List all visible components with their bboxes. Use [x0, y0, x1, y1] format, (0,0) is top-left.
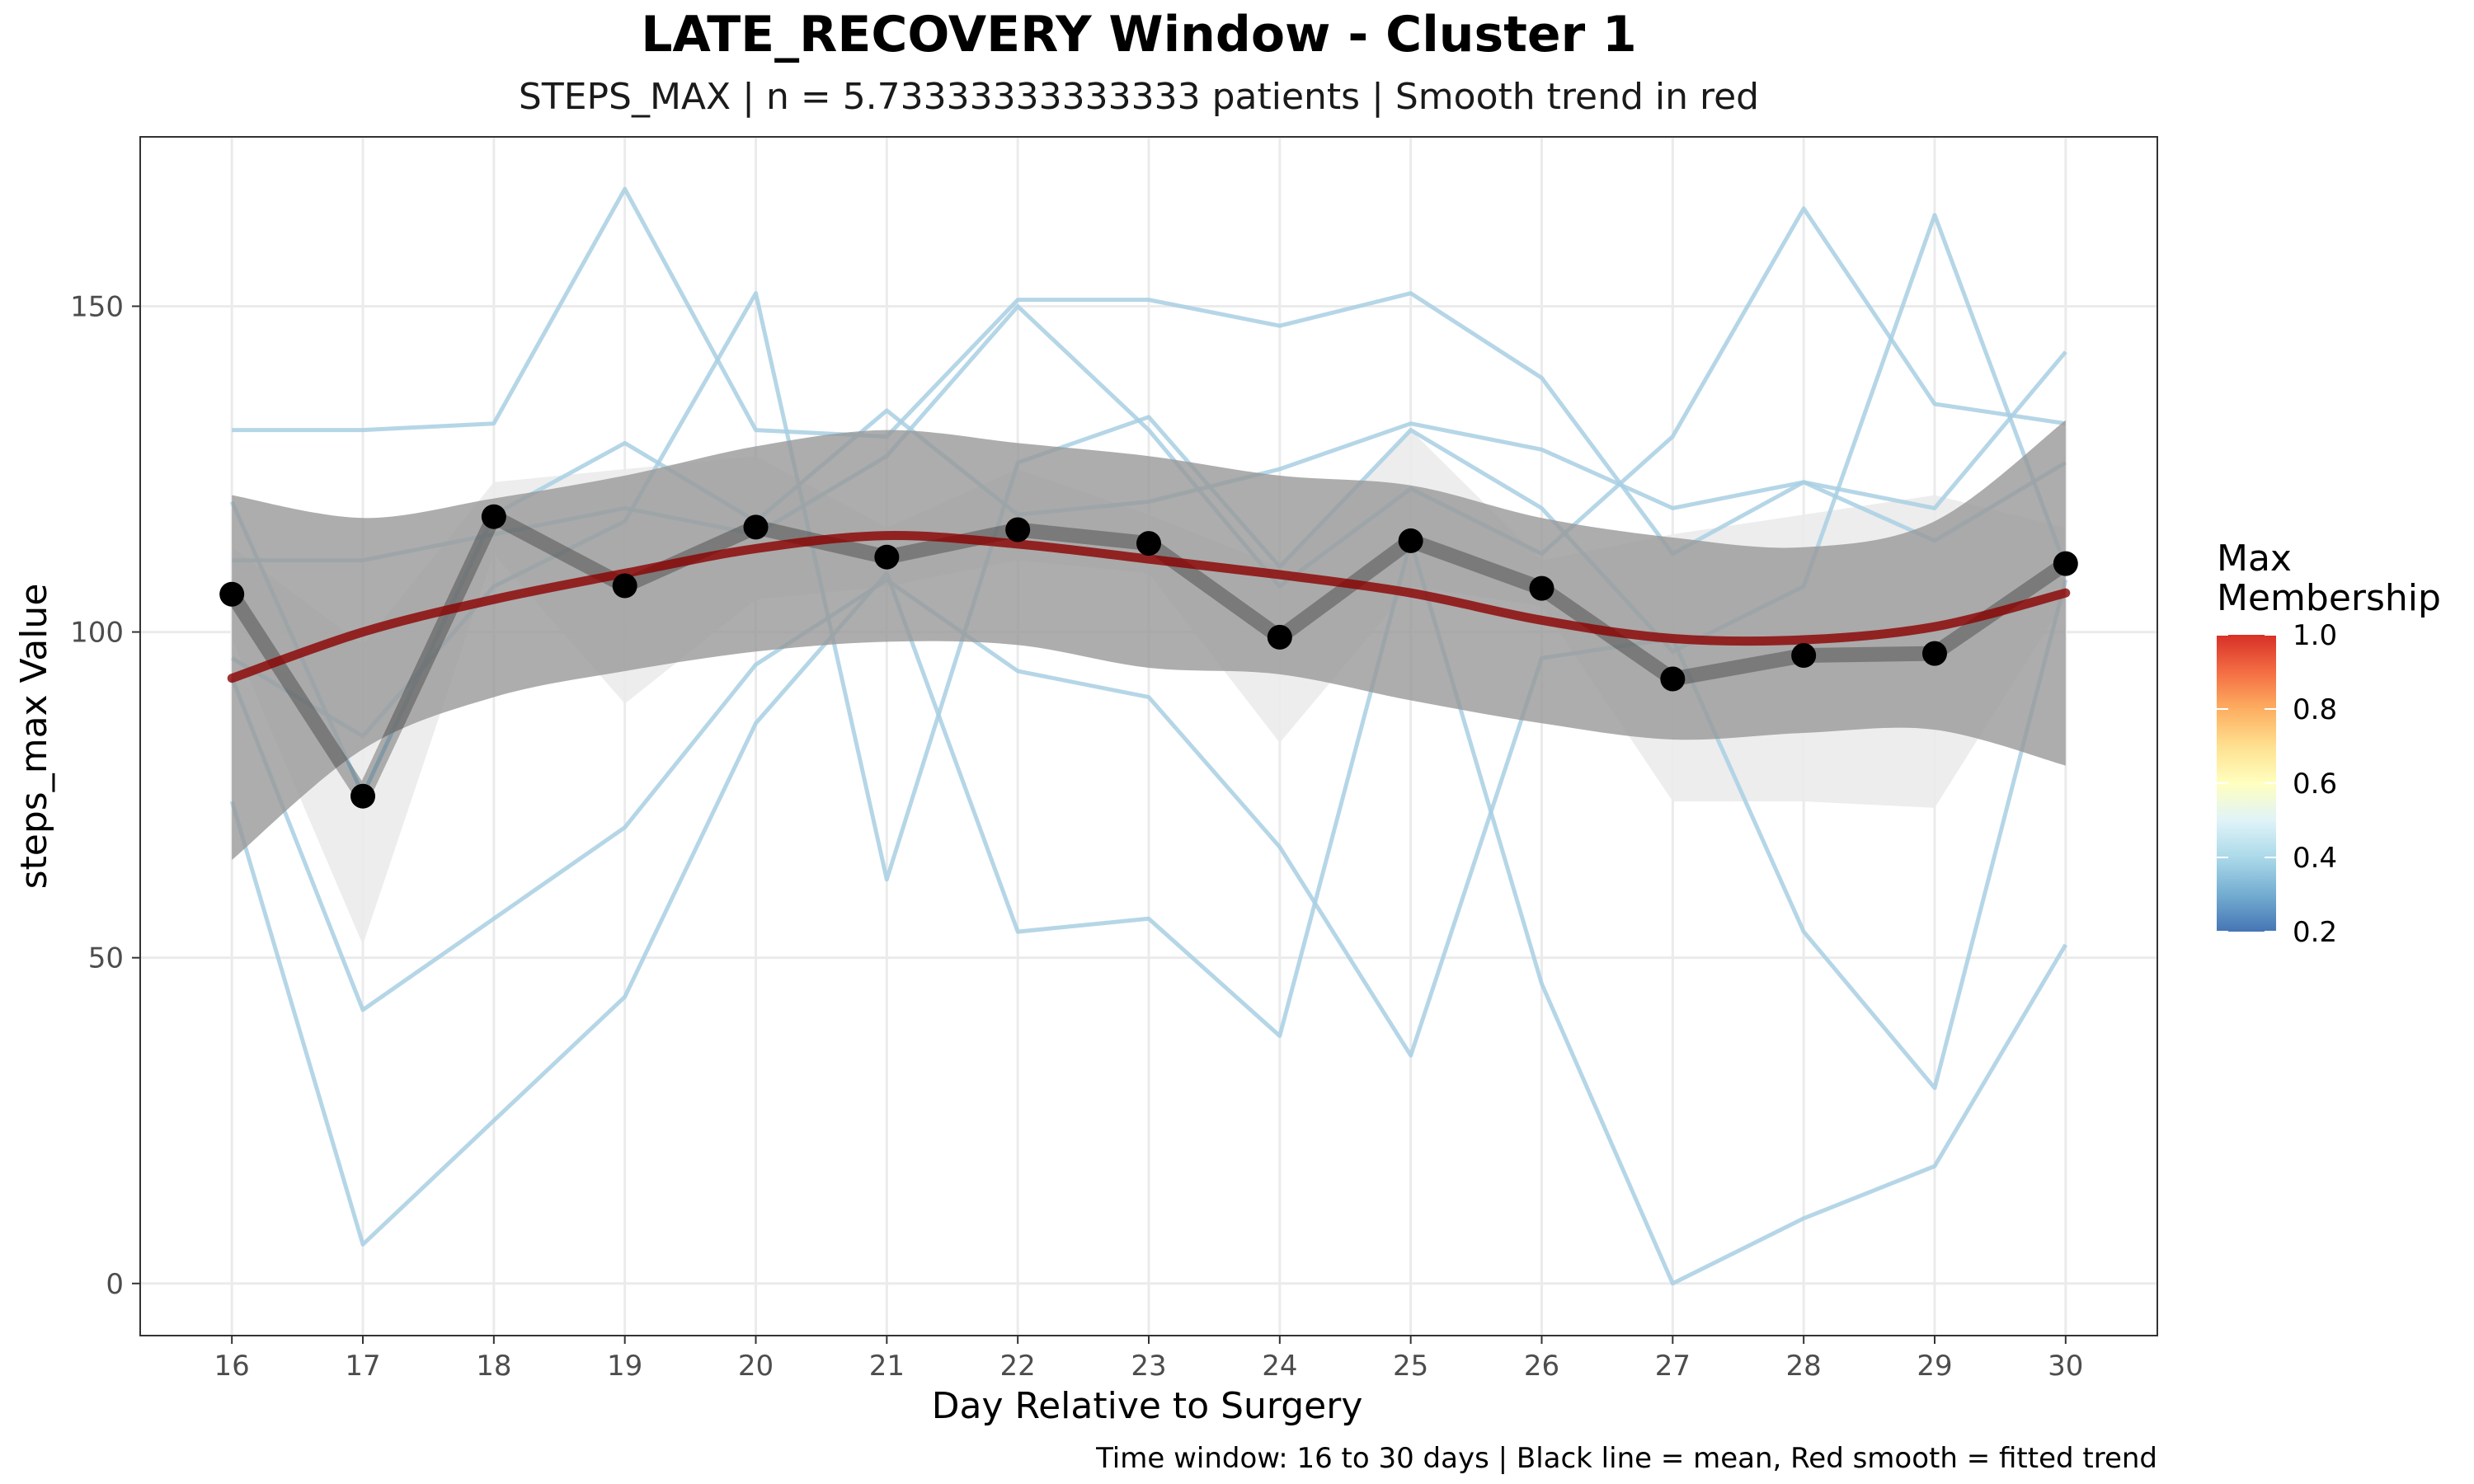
legend-title: Max Membership [2217, 538, 2441, 619]
x-tick-label: 21 [869, 1350, 905, 1383]
x-tick-label: 27 [1655, 1350, 1691, 1383]
x-tick-label: 22 [1000, 1350, 1036, 1383]
y-tick-label: 100 [70, 617, 124, 650]
x-axis-title: Day Relative to Surgery [932, 1385, 1363, 1427]
mean-point [743, 514, 769, 540]
y-tick-label: 50 [88, 942, 124, 975]
mean-point [350, 783, 376, 809]
plot-panel [139, 136, 2158, 1336]
mean-point [1136, 531, 1161, 556]
x-tick-label: 19 [607, 1350, 642, 1383]
x-tick-label: 18 [476, 1350, 511, 1383]
x-axis: 16 17 18 19 20 21 22 23 24 25 26 27 28 29 30 [214, 1336, 2083, 1383]
mean-point [1921, 641, 1947, 666]
legend-label: 0.2 [2293, 916, 2337, 949]
smooth-trend [227, 531, 2071, 683]
mean-point [1791, 643, 1817, 669]
smooth-trend-line [227, 531, 2071, 683]
x-tick-label: 20 [738, 1350, 774, 1383]
patient-line [232, 186, 2067, 556]
mean-point [1267, 624, 1292, 650]
x-tick-label: 25 [1393, 1350, 1428, 1383]
legend-label: 0.6 [2293, 768, 2337, 801]
legend: Max Membership 1.0 0.8 0.6 0.4 0.2 [2217, 538, 2441, 949]
y-tick-label: 150 [70, 290, 124, 323]
mean-point [612, 573, 637, 599]
mean-point [2053, 551, 2078, 576]
chart-title: LATE_RECOVERY Window - Cluster 1 [641, 6, 1637, 63]
patient-line [229, 538, 2067, 1286]
mean-points [219, 504, 2078, 809]
y-tick-label: 0 [106, 1268, 124, 1301]
legend-label: 1.0 [2293, 619, 2337, 652]
x-tick-label: 23 [1131, 1350, 1166, 1383]
x-tick-label: 30 [2048, 1350, 2083, 1383]
x-tick-label: 24 [1262, 1350, 1297, 1383]
y-axis-title: steps_max Value [13, 584, 55, 890]
mean-point [1005, 517, 1031, 542]
smooth-confidence-band [232, 420, 2066, 861]
mean-point [1660, 666, 1686, 692]
legend-ticks: 1.0 0.8 0.6 0.4 0.2 [2217, 619, 2337, 949]
patient-line [229, 577, 2068, 1091]
mean-point [219, 581, 245, 607]
x-tick-label: 16 [214, 1350, 250, 1383]
x-tick-label: 17 [345, 1350, 380, 1383]
caption: Time window: 16 to 30 days | Black line … [1095, 1442, 2157, 1475]
mean-point [481, 504, 506, 529]
mean-point [874, 544, 900, 570]
legend-label: 0.8 [2293, 693, 2337, 726]
y-axis: 0 50 100 150 [70, 290, 140, 1301]
smooth-band-area [232, 420, 2066, 861]
mean-point [1398, 528, 1423, 553]
chart-subtitle: STEPS_MAX | n = 5.73333333333333 patient… [519, 76, 1759, 118]
gridlines [140, 137, 2157, 1336]
x-tick-label: 26 [1524, 1350, 1559, 1383]
x-tick-label: 29 [1917, 1350, 1952, 1383]
mean-point [1529, 575, 1554, 601]
legend-label: 0.4 [2293, 842, 2337, 875]
x-tick-label: 28 [1786, 1350, 1822, 1383]
